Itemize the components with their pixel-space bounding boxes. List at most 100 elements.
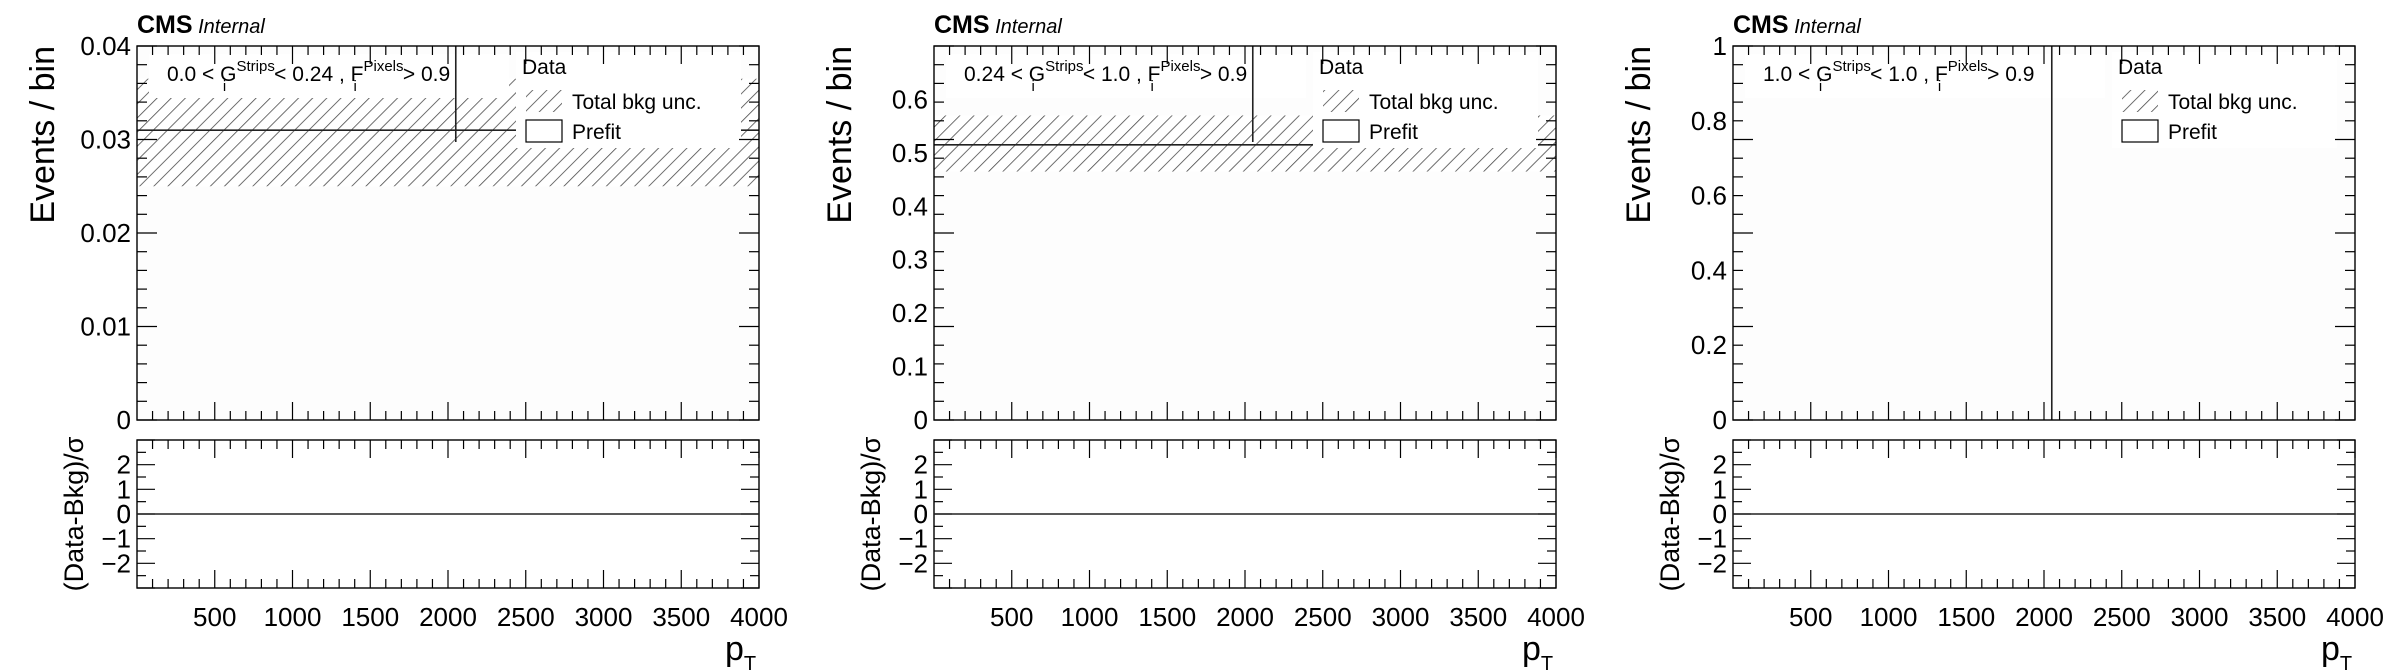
cms-label: CMS Internal [1733, 11, 1861, 39]
region-op: < G [1792, 63, 1832, 86]
region-f-sup: Pixels [1160, 58, 1200, 75]
y-tick-label: 0.2 [892, 298, 928, 328]
legend-unc-label: Total bkg unc. [572, 91, 702, 114]
ratio-y-tick-label: −1 [1697, 524, 1727, 554]
region-g-sup: Strips [1832, 58, 1870, 75]
x-tick-label: 2000 [2015, 602, 2073, 632]
ratio-y-tick-label: 2 [914, 450, 928, 480]
y-axis-label: Events / bin [1620, 46, 1658, 224]
y-tick-label: 0 [914, 405, 928, 435]
x-axis-label-sub: T [744, 653, 756, 672]
x-axis-label: pT [2321, 630, 2352, 672]
y-tick-label: 0.03 [80, 125, 131, 155]
region-g-sub: i [1032, 78, 1035, 95]
ratio-y-tick-label: 0 [1713, 499, 1727, 529]
region-tail: > 0.9 [403, 63, 450, 86]
x-tick-label: 1500 [1138, 602, 1196, 632]
ratio-y-tick-label-zero: 0 [914, 499, 928, 529]
ratio-y-tick-label: 1 [117, 474, 131, 504]
x-tick-label: 1000 [264, 602, 322, 632]
legend-data-label: Data [522, 56, 567, 79]
region-upper: < 1.0 , F [1083, 63, 1161, 86]
region-upper: < 1.0 , F [1870, 63, 1948, 86]
y-tick-label: 0.8 [1691, 106, 1727, 136]
x-tick-label: 4000 [2326, 602, 2384, 632]
x-tick-label: 1000 [1061, 602, 1119, 632]
legend-data-label: Data [2118, 56, 2163, 79]
x-tick-label: 500 [1789, 602, 1832, 632]
ratio-y-tick-label-zero: 0 [117, 499, 131, 529]
ratio-y-tick-label-zero: 0 [1713, 499, 1727, 529]
x-tick-label: 2500 [2093, 602, 2151, 632]
region-lower: 0.24 [964, 63, 1005, 86]
ratio-y-tick-label: 1 [1713, 474, 1727, 504]
region-label: 0.0 < GStrips i< 0.24 , FPixels i> 0.9 [167, 58, 450, 95]
legend-unc-swatch [526, 90, 562, 112]
x-axis-label-main: p [2321, 630, 2340, 668]
x-axis-label: pT [1522, 630, 1553, 672]
region-g-sup: Strips [1045, 58, 1083, 75]
ratio-y-axis-label: (Data-Bkg)/σ [856, 436, 886, 591]
x-tick-label: 4000 [730, 602, 788, 632]
region-f-sub: i [354, 78, 357, 95]
region-lower: 1.0 [1763, 63, 1792, 86]
x-tick-label: 1500 [1937, 602, 1995, 632]
ratio-y-tick-label: 2 [1713, 450, 1727, 480]
chart-panel-right: 1.0 < GStrips i< 1.0 , FPixels i> 0.9 DataT… [1620, 11, 2384, 672]
chart-panel-left: 0.0 < GStrips i< 0.24 , FPixels i> 0.9 Data… [24, 11, 788, 672]
legend-unc-label: Total bkg unc. [1369, 91, 1499, 114]
y-axis-label: Events / bin [24, 46, 62, 224]
ratio-y-tick-label: 2 [117, 450, 131, 480]
region-label-box [946, 54, 1306, 98]
ratio-y-tick-label: −2 [898, 548, 928, 578]
region-tail: > 0.9 [1200, 63, 1247, 86]
y-tick-label: 0.5 [892, 138, 928, 168]
y-tick-label: 0.2 [1691, 330, 1727, 360]
region-f-sup: Pixels [1948, 58, 1988, 75]
y-tick-label: 0.4 [1691, 255, 1727, 285]
ratio-y-axis-label: (Data-Bkg)/σ [59, 436, 89, 591]
region-lower: 0.0 [167, 63, 196, 86]
x-tick-label: 2000 [1216, 602, 1274, 632]
legend-prefit-swatch [525, 119, 563, 143]
y-tick-label: 0 [1713, 405, 1727, 435]
x-tick-label: 3500 [2248, 602, 2306, 632]
x-tick-label: 2000 [419, 602, 477, 632]
legend-prefit-swatch [1322, 119, 1360, 143]
y-tick-label: 0.4 [892, 191, 928, 221]
y-tick-label: 0.02 [80, 218, 131, 248]
legend-unc-label: Total bkg unc. [2168, 91, 2298, 114]
y-tick-label: 1 [1713, 31, 1727, 61]
cms-label: CMS Internal [137, 11, 265, 39]
x-tick-label: 4000 [1527, 602, 1585, 632]
region-g-sub: i [1819, 78, 1822, 95]
y-tick-label: 0.1 [892, 352, 928, 382]
region-f-sub: i [1938, 78, 1941, 95]
legend-prefit-label: Prefit [1369, 121, 1418, 144]
ratio-y-tick-label: −2 [101, 548, 131, 578]
x-axis-label: pT [725, 630, 756, 672]
chart-panel-middle: 0.24 < GStrips i< 1.0 , FPixels i> 0.9 Data… [821, 11, 1585, 672]
y-tick-label: 0.6 [1691, 181, 1727, 211]
region-g-sub: i [223, 78, 226, 95]
y-tick-label: 0.6 [892, 84, 928, 114]
ratio-y-tick-label: −1 [898, 524, 928, 554]
x-axis-label-sub: T [1541, 653, 1553, 672]
ratio-y-axis-label: (Data-Bkg)/σ [1655, 436, 1685, 591]
x-tick-label: 1000 [1860, 602, 1918, 632]
x-tick-label: 2500 [1294, 602, 1352, 632]
legend-prefit-swatch [2121, 119, 2159, 143]
ratio-y-tick-label: −2 [1697, 548, 1727, 578]
ratio-y-tick-label: 0 [117, 499, 131, 529]
x-tick-label: 3500 [1449, 602, 1507, 632]
x-tick-label: 1500 [341, 602, 399, 632]
legend-data-label: Data [1319, 56, 1364, 79]
x-tick-label: 500 [193, 602, 236, 632]
x-tick-label: 3000 [1372, 602, 1430, 632]
region-op: < G [1005, 63, 1045, 86]
cms-status: Internal [1789, 16, 1862, 38]
region-label: 0.24 < GStrips i< 1.0 , FPixels i> 0.9 [964, 58, 1247, 95]
x-tick-label: 500 [990, 602, 1033, 632]
cms-label: CMS Internal [934, 11, 1062, 39]
